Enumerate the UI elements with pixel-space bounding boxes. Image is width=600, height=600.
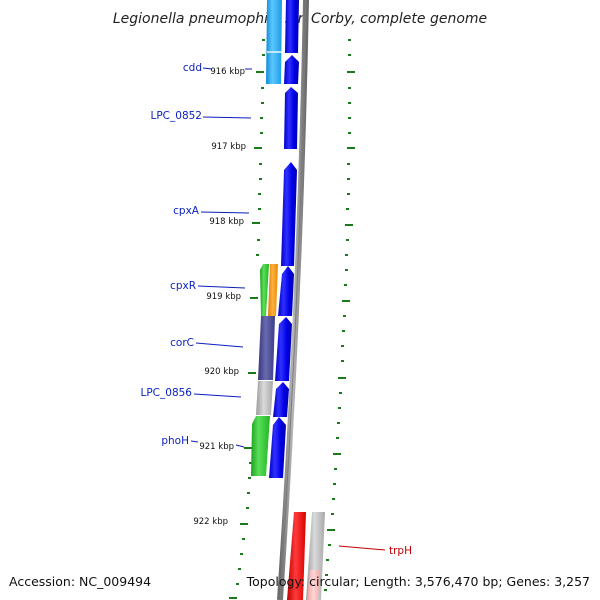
map-title: Legionella pneumophila str. Corby, compl… — [113, 11, 487, 27]
tick-label-922: 922 kbp — [193, 517, 228, 527]
cpxA-feature[interactable] — [281, 162, 297, 266]
label-leader-lines — [190, 67, 386, 551]
gene-label-LPC_0852[interactable]: LPC_0852 — [151, 110, 203, 122]
cds-arrow-8[interactable] — [269, 417, 286, 478]
outer-features — [287, 512, 325, 600]
tick-label-916: 916 kbp — [210, 67, 245, 77]
gene-label-cdd[interactable]: cdd — [183, 62, 202, 74]
position-tick-labels: 916 kbp 917 kbp 918 kbp 919 kbp 920 kbp … — [193, 67, 246, 527]
gene-label-cpxR[interactable]: cpxR — [170, 280, 196, 292]
forward-strand-features — [269, 0, 299, 478]
gene-label-cpxA[interactable]: cpxA — [173, 205, 200, 217]
cds-arrow-7[interactable] — [273, 382, 289, 417]
corC-feature[interactable] — [258, 316, 275, 380]
inner-dotted-ring — [229, 39, 265, 599]
tick-label-921: 921 kbp — [199, 442, 234, 452]
cds-arrow-2[interactable] — [284, 55, 299, 84]
gene-label-trpH[interactable]: trpH — [389, 545, 412, 557]
trpH-feature[interactable] — [287, 512, 306, 600]
outer-dotted-ring — [324, 39, 355, 591]
tick-label-920: 920 kbp — [204, 367, 239, 377]
gene-label-corC[interactable]: corC — [170, 337, 194, 349]
tick-label-918: 918 kbp — [209, 217, 244, 227]
phoH-feature[interactable] — [251, 416, 270, 476]
LPC_0856-feature[interactable] — [256, 381, 273, 415]
genome-summary-text: Topology: circular; Length: 3,576,470 bp… — [246, 574, 590, 589]
cds-arrow-1[interactable] — [285, 0, 299, 53]
tick-label-917: 917 kbp — [211, 142, 246, 152]
tick-label-919: 919 kbp — [206, 292, 241, 302]
gene-label-LPC_0856[interactable]: LPC_0856 — [141, 387, 193, 399]
LPC_0852-feature[interactable] — [284, 87, 298, 149]
cpxR-orange-feature[interactable] — [268, 264, 278, 316]
gene-labels: cdd LPC_0852 cpxA cpxR corC LPC_0856 pho… — [141, 62, 413, 557]
cdd-feature[interactable] — [266, 0, 282, 84]
accession-text: Accession: NC_009494 — [9, 574, 151, 589]
cpxR-feature[interactable] — [260, 264, 269, 316]
cds-arrow-6[interactable] — [275, 317, 292, 381]
cds-arrow-5[interactable] — [278, 266, 294, 316]
reverse-strand-features — [251, 0, 282, 476]
gene-label-phoH[interactable]: phoH — [161, 435, 189, 447]
pink-outer-feature[interactable] — [307, 570, 320, 600]
